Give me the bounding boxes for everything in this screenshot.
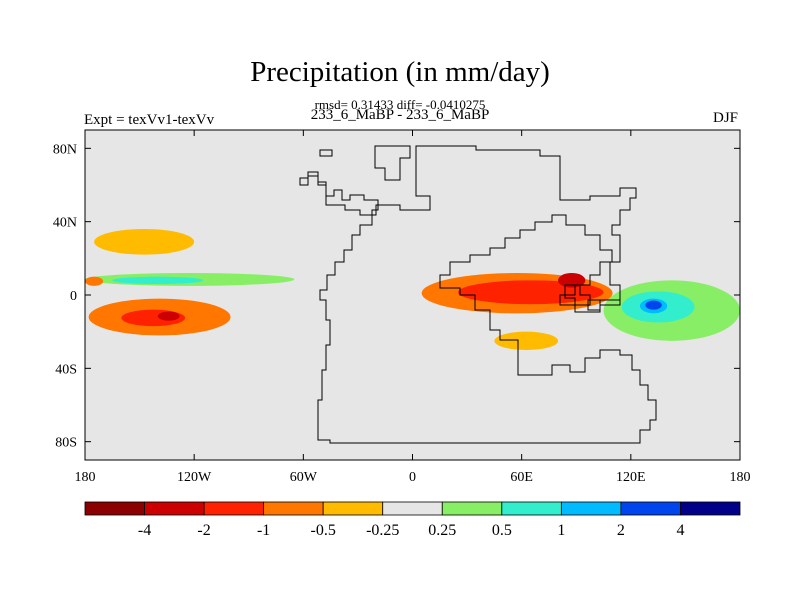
colorbar-swatch	[203, 501, 265, 516]
x-tick-label: 180	[75, 470, 96, 485]
rmsd-value: rmsd= 0.31433	[314, 97, 394, 112]
region-north-pacific-patch	[94, 229, 195, 255]
x-tick-label: 180	[730, 470, 751, 485]
chart-subtitle: 233_6_MaBP - 233_6_MaBP	[310, 107, 490, 123]
map-plot-area	[84, 129, 741, 461]
island-outline	[319, 149, 333, 157]
colorbar-label: -1	[257, 522, 270, 539]
colorbar-swatch	[560, 501, 622, 516]
chart-stats: rmsd= 0.31433 diff= -0.0410275	[0, 97, 800, 113]
maritime-outline	[587, 299, 621, 311]
region-east-pacific-itcz	[85, 276, 104, 286]
x-tick-label: 60W	[290, 470, 318, 485]
region-bay-of-bengal-max	[558, 273, 586, 288]
experiment-label: Expt = texVv1-texVv	[84, 112, 215, 128]
colorbar: -4 -2 -1 -0.5 -0.25 0.25 0.5 1 2 4	[84, 501, 741, 539]
x-tick-label: 120W	[177, 470, 212, 485]
colorbar-swatch	[263, 501, 324, 516]
greenland-outline	[374, 145, 411, 181]
x-tick-label: 0	[409, 470, 416, 485]
colorbar-swatch	[501, 501, 562, 516]
chart-title: Precipitation (in mm/day)	[250, 56, 550, 88]
season-label: DJF	[712, 110, 738, 126]
anomaly-regions	[85, 229, 740, 351]
colorbar-label: 2	[617, 522, 625, 539]
coastlines	[299, 145, 657, 444]
y-tick-label: 80N	[53, 142, 77, 157]
x-tick-label: 60E	[510, 470, 533, 485]
colorbar-label: 0.25	[428, 522, 456, 539]
colorbar-label: 1	[557, 522, 565, 539]
colorbar-label: -0.5	[311, 522, 336, 539]
diff-value: diff= -0.0410275	[396, 97, 486, 112]
region-southern-africa-patch	[494, 331, 559, 351]
x-tick-label: 120E	[616, 470, 646, 485]
colorbar-label: -0.25	[366, 522, 399, 539]
colorbar-label: 4	[676, 522, 684, 539]
colorbar-swatch	[441, 501, 503, 516]
y-tick-label: 80S	[55, 436, 77, 451]
colorbar-swatch	[84, 501, 145, 516]
colorbar-label: -4	[138, 522, 151, 539]
colorbar-label: 0.5	[492, 522, 512, 539]
colorbar-swatch	[620, 501, 681, 516]
y-axis: 80N 40N 0 40S 80S	[53, 142, 740, 451]
y-tick-label: 0	[70, 289, 77, 304]
x-axis: 180 120W 60W 0 60E 120E 180	[75, 130, 751, 485]
colorbar-swatch	[382, 501, 443, 516]
colorbar-swatch	[322, 501, 384, 516]
region-central-pacific-itcz-core	[112, 276, 204, 285]
region-west-pacific-peak	[645, 300, 662, 310]
y-tick-label: 40N	[53, 216, 77, 231]
arabia-outline	[564, 284, 591, 306]
colorbar-swatch	[680, 501, 741, 516]
region-south-pacific-max	[157, 311, 180, 321]
americas-outline	[299, 145, 657, 444]
colorbar-swatch	[144, 501, 205, 516]
colorbar-label: -2	[197, 522, 210, 539]
y-tick-label: 40S	[55, 362, 77, 377]
